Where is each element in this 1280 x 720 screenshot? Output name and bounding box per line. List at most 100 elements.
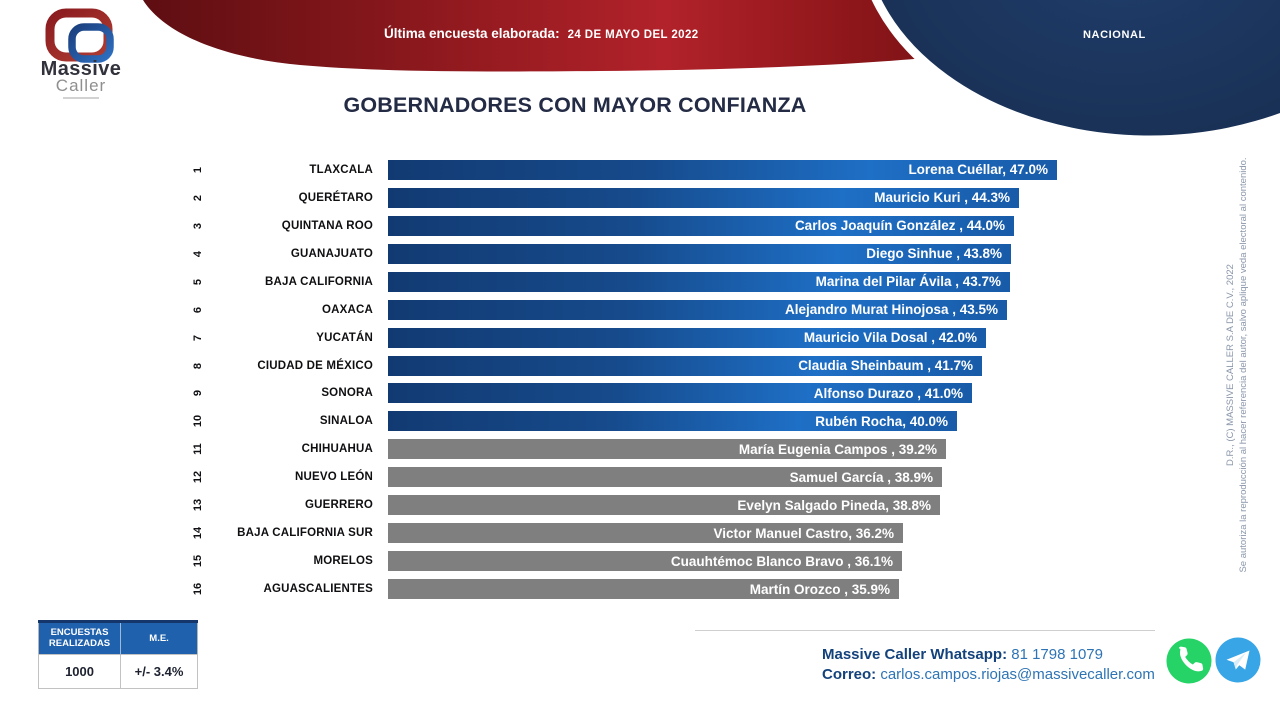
state-label: CIUDAD DE MÉXICO: [257, 359, 373, 372]
contact-whatsapp-line: Massive Caller Whatsapp: 81 1798 1079: [822, 645, 1155, 665]
telegram-icon[interactable]: [1215, 637, 1261, 683]
state-label: MORELOS: [313, 555, 373, 568]
bar-label: María Eugenia Campos , 39.2%: [738, 441, 937, 457]
email-label: Correo:: [822, 665, 877, 683]
chart-row: 11 CHIHUAHUA María Eugenia Campos , 39.2%: [185, 435, 1085, 463]
state-label: QUINTANA ROO: [281, 219, 373, 232]
rank-label: 6: [192, 306, 204, 313]
value-bar: Claudia Sheinbaum , 41.7%: [388, 355, 982, 376]
rank-label: 14: [192, 527, 204, 540]
banner-text: Última encuesta elaborada: 24 DE MAYO DE…: [384, 26, 699, 41]
state-label: YUCATÁN: [316, 331, 373, 344]
state-label: QUERÉTARO: [298, 191, 373, 204]
chart-row: 3 QUINTANA ROO Carlos Joaquín González , 4…: [185, 212, 1085, 240]
copyright-line1: D.R., (C) MASSIVE CALLER S.A DE C.V., 20…: [1225, 264, 1236, 466]
chart-row: 4 GUANAJUATO Diego Sinhue , 43.8%: [185, 240, 1085, 268]
rank-label: 16: [192, 582, 204, 596]
copyright-line2: Se autoriza la reproducción al hacer ref…: [1238, 157, 1249, 573]
banner-date: 24 DE MAYO DEL 2022: [567, 29, 699, 41]
chart-row: 1 TLAXCALA Lorena Cuéllar, 47.0%: [185, 156, 1085, 184]
rank-label: 5: [192, 278, 204, 285]
logo-tagline-line: [63, 97, 99, 99]
state-label: GUERRERO: [304, 499, 373, 512]
value-bar: Marina del Pilar Ávila , 43.7%: [388, 271, 1010, 292]
state-label: AGUASCALIENTES: [263, 583, 373, 596]
rank-label: 12: [192, 471, 204, 484]
summary-header-me: M.E.: [120, 620, 198, 655]
state-label: SINALOA: [319, 415, 373, 428]
bar-label: Victor Manuel Castro, 36.2%: [713, 525, 894, 541]
chart-row: 7 YUCATÁN Mauricio Vila Dosal , 42.0%: [185, 324, 1085, 352]
value-bar: Lorena Cuéllar, 47.0%: [388, 159, 1057, 180]
chart-row: 16 AGUASCALIENTES Martín Orozco , 35.9%: [185, 575, 1085, 603]
bar-label: Mauricio Vila Dosal , 42.0%: [803, 330, 977, 346]
rank-label: 15: [192, 554, 204, 568]
state-label: BAJA CALIFORNIA SUR: [237, 527, 373, 540]
summary-value-encuestas: 1000: [37, 653, 122, 689]
email-address[interactable]: carlos.campos.riojas@massivecaller.com: [880, 665, 1155, 683]
whatsapp-label: Massive Caller Whatsapp:: [822, 646, 1008, 663]
summary-header-encuestas: ENCUESTAS REALIZADAS: [38, 620, 121, 655]
bar-label: Claudia Sheinbaum , 41.7%: [798, 358, 973, 374]
bar-label: Mauricio Kuri , 44.3%: [874, 190, 1010, 206]
bar-label: Marina del Pilar Ávila , 43.7%: [815, 274, 1001, 290]
governors-bar-chart: 1 TLAXCALA Lorena Cuéllar, 47.0% 2 QUERÉTARO…: [185, 156, 1085, 603]
state-label: TLAXCALA: [309, 163, 373, 176]
contact-email-line: Correo: carlos.campos.riojas@massivecall…: [822, 665, 1155, 685]
whatsapp-number: 81 1798 1079: [1011, 646, 1103, 663]
value-bar: Evelyn Salgado Pineda, 38.8%: [388, 495, 940, 516]
value-bar: Mauricio Vila Dosal , 42.0%: [388, 327, 986, 348]
state-label: SONORA: [321, 387, 373, 400]
rank-label: 1: [192, 166, 204, 174]
massivecaller-logo-icon: [45, 8, 114, 63]
value-bar: Samuel García , 38.9%: [388, 467, 942, 488]
bar-label: Martín Orozco , 35.9%: [749, 581, 890, 597]
value-bar: Victor Manuel Castro, 36.2%: [388, 523, 903, 544]
value-bar: Martín Orozco , 35.9%: [388, 579, 899, 600]
chart-row: 2 QUERÉTARO Mauricio Kuri , 44.3%: [185, 184, 1085, 212]
state-label: BAJA CALIFORNIA: [265, 275, 373, 288]
bar-label: Cuauhtémoc Blanco Bravo , 36.1%: [670, 553, 893, 569]
banner-label: Última encuesta elaborada:: [384, 26, 560, 41]
rank-label: 2: [192, 194, 204, 201]
rank-label: 8: [192, 362, 204, 369]
value-bar: Carlos Joaquín González , 44.0%: [388, 215, 1014, 236]
value-bar: Mauricio Kuri , 44.3%: [388, 187, 1019, 208]
logo-brand-massive: Massive: [40, 58, 122, 80]
state-label: CHIHUAHUA: [301, 443, 373, 456]
whatsapp-icon[interactable]: [1161, 633, 1217, 691]
bar-label: Evelyn Salgado Pineda, 38.8%: [737, 497, 931, 513]
chart-row: 13 GUERRERO Evelyn Salgado Pineda, 38.8%: [185, 491, 1085, 519]
contact-block: Massive Caller Whatsapp: 81 1798 1079 Co…: [822, 645, 1155, 684]
chart-row: 8 CIUDAD DE MÉXICO Claudia Sheinbaum , 41.…: [185, 352, 1085, 380]
value-bar: Alfonso Durazo , 41.0%: [388, 383, 972, 404]
value-bar: Alejandro Murat Hinojosa , 43.5%: [388, 299, 1007, 320]
rank-label: 13: [192, 499, 204, 512]
bar-label: Alfonso Durazo , 41.0%: [813, 385, 963, 401]
state-label: OAXACA: [321, 303, 373, 316]
bar-label: Diego Sinhue , 43.8%: [866, 246, 1002, 262]
copyright-text: D.R., (C) MASSIVE CALLER S.A DE C.V., 20…: [1224, 135, 1250, 595]
survey-summary-table: ENCUESTAS REALIZADAS M.E. 1000 +/- 3.4%: [37, 620, 198, 689]
chart-row: 14 BAJA CALIFORNIA SUR Victor Manuel Castr…: [185, 519, 1085, 547]
page-title: GOBERNADORES CON MAYOR CONFIANZA: [343, 93, 807, 117]
bar-label: Samuel García , 38.9%: [789, 469, 933, 485]
value-bar: Rubén Rocha, 40.0%: [388, 411, 957, 432]
state-label: NUEVO LEÓN: [294, 471, 373, 484]
bar-label: Alejandro Murat Hinojosa , 43.5%: [784, 302, 998, 318]
bar-label: Rubén Rocha, 40.0%: [815, 413, 948, 429]
rank-label: 10: [192, 415, 204, 428]
chart-row: 6 OAXACA Alejandro Murat Hinojosa , 43.5%: [185, 296, 1085, 324]
rank-label: 4: [192, 250, 204, 257]
value-bar: Cuauhtémoc Blanco Bravo , 36.1%: [388, 551, 902, 572]
summary-value-me: +/- 3.4%: [120, 653, 198, 689]
region-badge: NACIONAL: [1083, 29, 1146, 41]
chart-row: 10 SINALOA Rubén Rocha, 40.0%: [185, 407, 1085, 435]
value-bar: María Eugenia Campos , 39.2%: [388, 439, 946, 460]
chart-row: 15 MORELOS Cuauhtémoc Blanco Bravo , 36.1%: [185, 547, 1085, 575]
bar-label: Carlos Joaquín González , 44.0%: [794, 218, 1005, 234]
chart-row: 9 SONORA Alfonso Durazo , 41.0%: [185, 380, 1085, 408]
value-bar: Diego Sinhue , 43.8%: [388, 243, 1011, 264]
chart-row: 5 BAJA CALIFORNIA Marina del Pilar Ávila ,…: [185, 268, 1085, 296]
